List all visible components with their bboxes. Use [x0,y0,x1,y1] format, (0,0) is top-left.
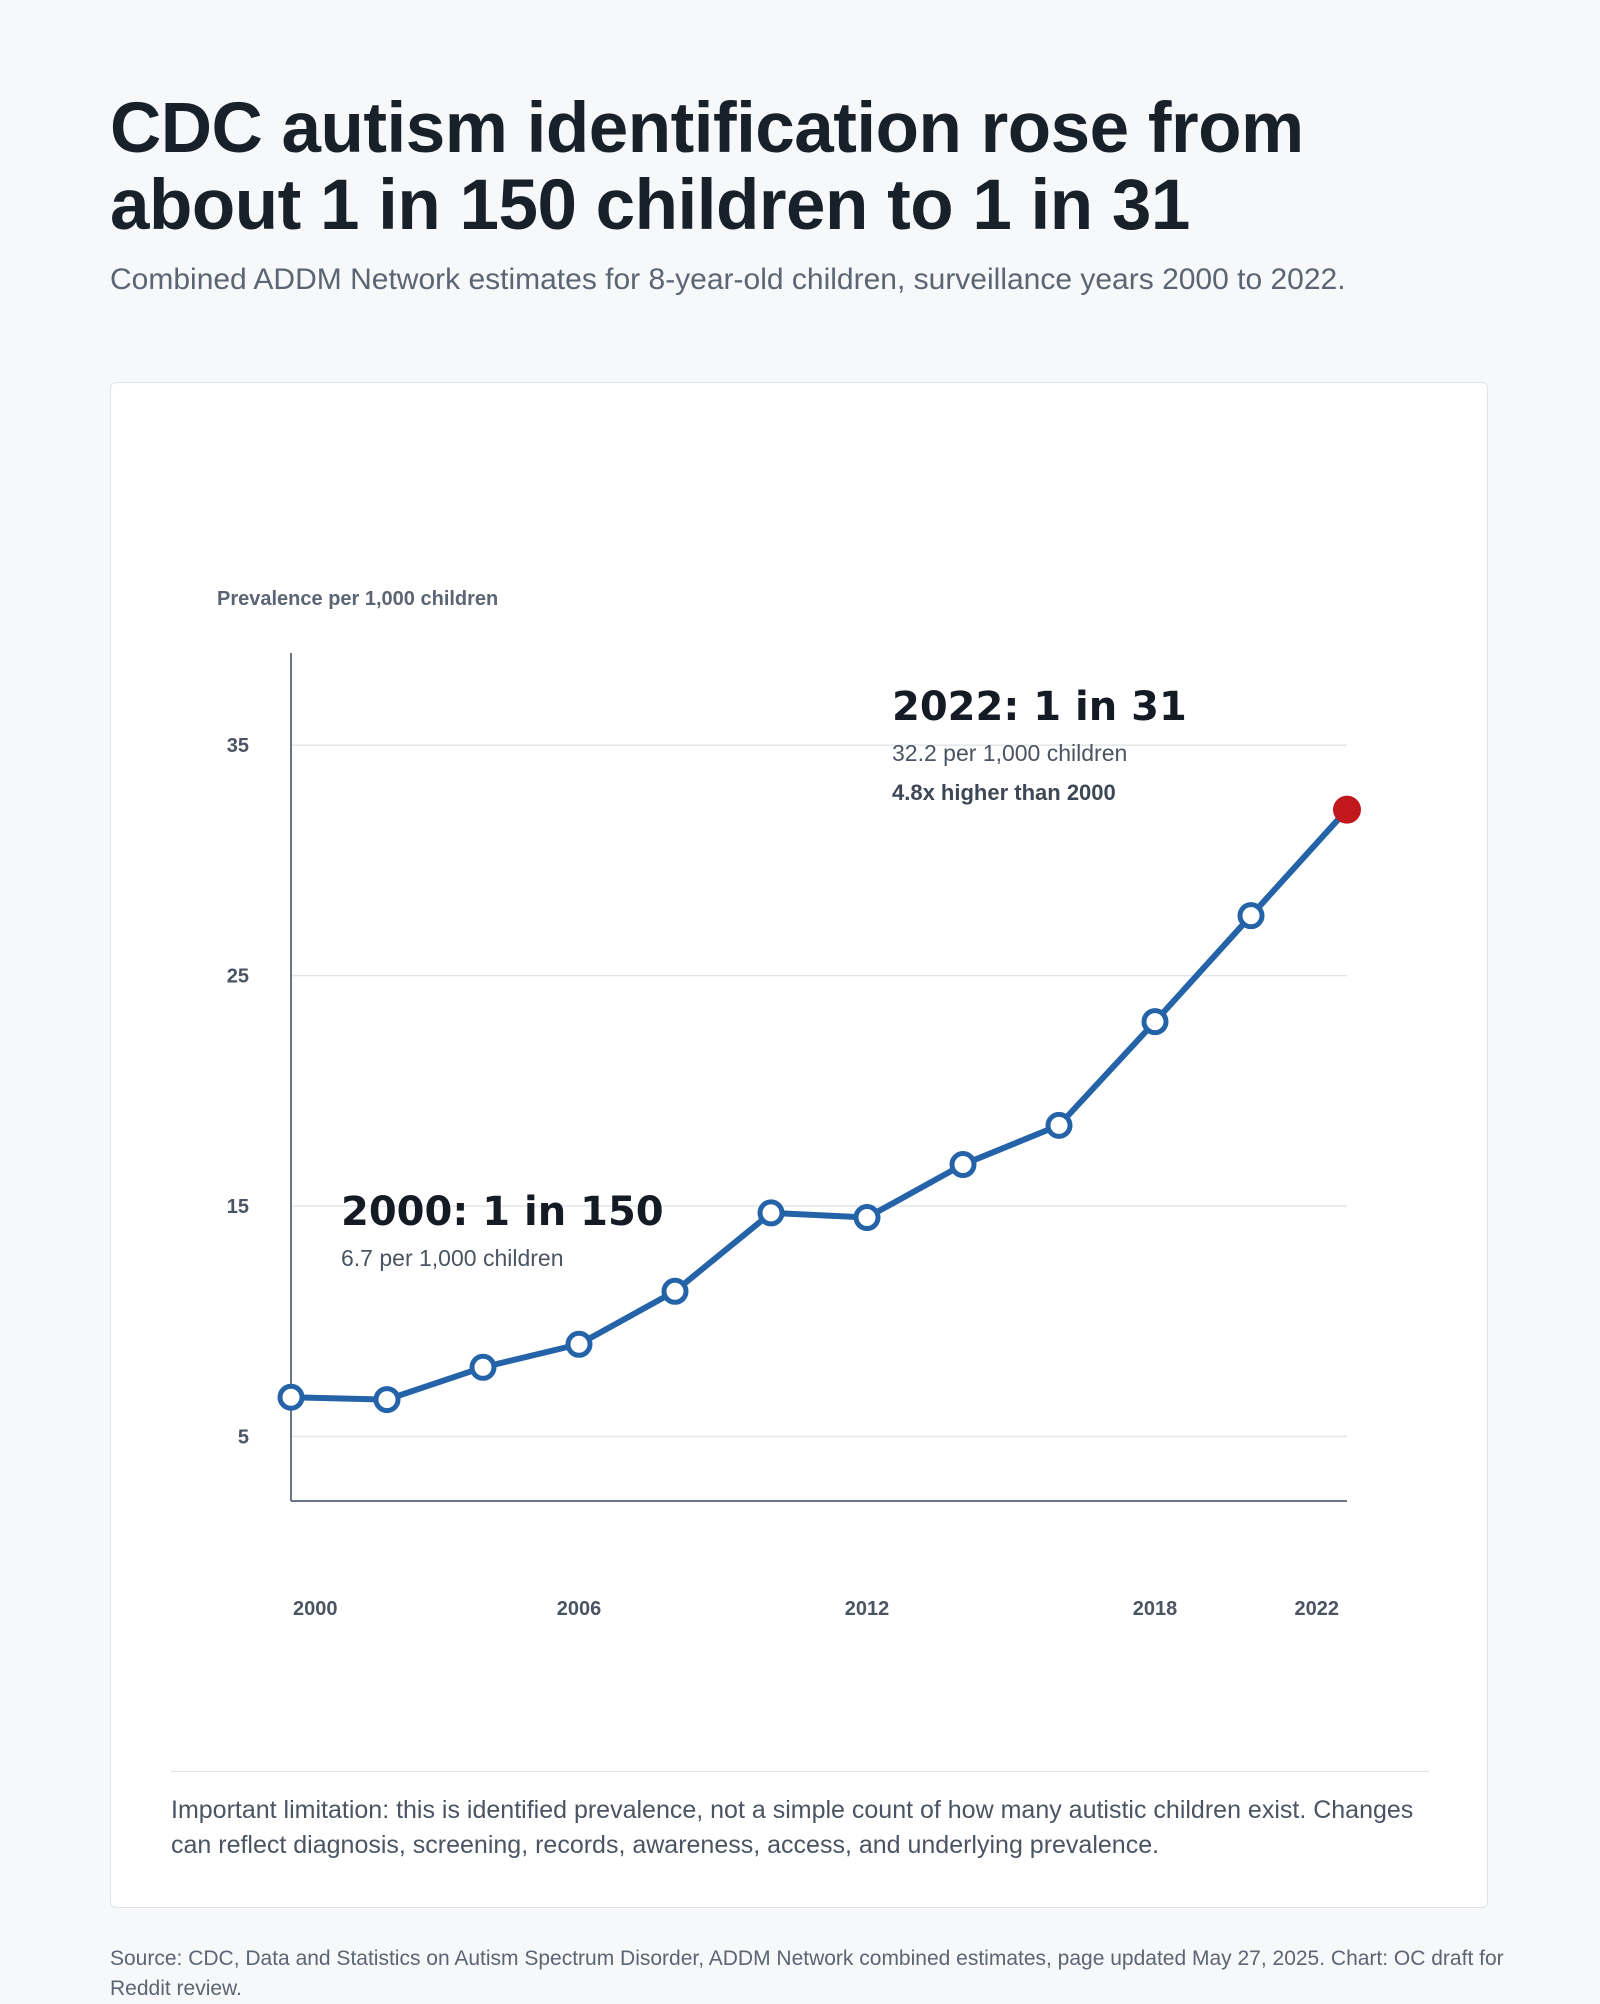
annotation-end-note: 4.8x higher than 2000 [892,780,1116,805]
data-point [469,1353,497,1381]
annotation-end-title: 2022: 1 in 31 [892,684,1187,730]
annotation-end-detail: 32.2 per 1,000 children [892,740,1127,766]
x-tick-label: 2012 [845,1598,890,1620]
x-tick-label: 2018 [1133,1598,1178,1620]
y-tick-labels: 5 15 25 35 [227,735,249,1448]
y-tick-label: 35 [227,735,249,757]
y-tick-label: 25 [227,966,249,988]
data-point [661,1277,689,1305]
data-point [1237,902,1265,930]
y-tick-label: 5 [238,1426,249,1448]
data-point [1141,1008,1169,1036]
y-axis-label: Prevalence per 1,000 children [217,588,498,610]
line-chart: Prevalence per 1,000 children 5 15 25 35 20… [217,588,1361,1620]
data-point-highlight [1333,795,1361,824]
annotation-end: 2022: 1 in 31 32.2 per 1,000 children 4.… [892,684,1187,805]
chart-card: Prevalence per 1,000 children 5 15 25 35 20… [110,382,1488,1908]
divider [171,1771,1429,1772]
annotation-start-detail: 6.7 per 1,000 children [341,1245,564,1271]
y-tick-label: 15 [227,1196,249,1218]
x-tick-label: 2022 [1295,1598,1340,1620]
data-point [853,1204,881,1232]
data-point [277,1383,305,1411]
data-point [949,1151,977,1179]
x-tick-label: 2006 [557,1598,602,1620]
gridlines [291,744,1347,1438]
limitation-note: Important limitation: this is identified… [171,1796,1414,1859]
annotation-start-title: 2000: 1 in 150 [341,1189,664,1235]
axes [290,653,1347,1502]
source-note: Source: CDC, Data and Statistics on Auti… [110,1947,1504,2000]
series-line [288,806,1350,1403]
data-point [373,1386,401,1414]
annotation-start: 2000: 1 in 150 6.7 per 1,000 children [341,1189,664,1271]
page-subtitle: Combined ADDM Network estimates for 8-ye… [110,263,1346,296]
x-tick-labels: 2000 2006 2012 2018 2022 [293,1598,1339,1620]
data-point [1045,1111,1073,1139]
series-prevalence [277,795,1361,1414]
data-point [565,1330,593,1358]
x-tick-label: 2000 [293,1598,338,1620]
page-title: CDC autism identification rose from abou… [110,89,1304,245]
data-point [757,1199,785,1227]
